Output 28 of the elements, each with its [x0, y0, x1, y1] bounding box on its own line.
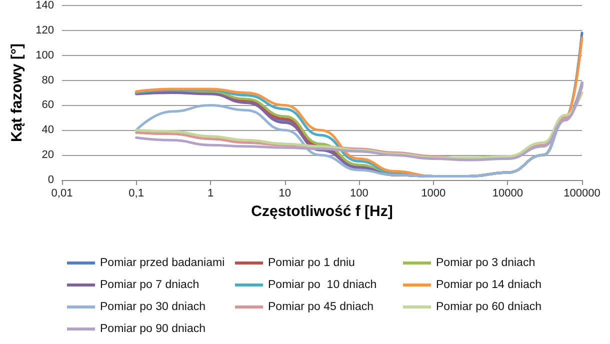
y-tick-label: 120	[36, 24, 54, 36]
y-tick-label: 20	[42, 149, 54, 162]
legend-label: Pomiar przed badaniami	[100, 257, 225, 269]
legend-label: Pomiar po 45 dniach	[268, 301, 374, 313]
y-axis-title: Kąt fazowy [°]	[8, 43, 26, 142]
x-tick-label: 1	[208, 188, 214, 200]
legend-label: Pomiar po 10 dniach	[268, 279, 377, 291]
legend-label: Pomiar po 1 dniu	[268, 257, 355, 269]
y-tick-label: 100	[36, 49, 54, 62]
x-tick-label: 100000	[564, 188, 600, 200]
legend-label: Pomiar po 7 dniach	[100, 279, 200, 291]
legend-label: Pomiar po 60 dniach	[436, 301, 542, 313]
x-tick-label: 0,1	[128, 188, 144, 200]
x-tick-label: 100	[350, 188, 368, 200]
legend-label: Pomiar po 30 dniach	[100, 301, 206, 313]
x-axis-title: Częstotliwość f [Hz]	[251, 203, 393, 220]
y-tick-label: 40	[42, 124, 54, 136]
x-tick-label: 0,01	[51, 188, 73, 200]
y-tick-label: 0	[48, 174, 54, 186]
x-tick-label: 10000	[492, 188, 524, 200]
x-tick-label: 1000	[421, 188, 446, 200]
y-tick-label: 60	[42, 99, 54, 112]
legend-label: Pomiar po 90 dniach	[100, 323, 206, 335]
legend-label: Pomiar po 14 dniach	[436, 279, 542, 291]
y-tick-label: 80	[42, 74, 54, 86]
y-tick-label: 140	[36, 0, 54, 12]
x-tick-label: 10	[278, 188, 291, 200]
legend-label: Pomiar po 3 dniach	[436, 257, 536, 269]
